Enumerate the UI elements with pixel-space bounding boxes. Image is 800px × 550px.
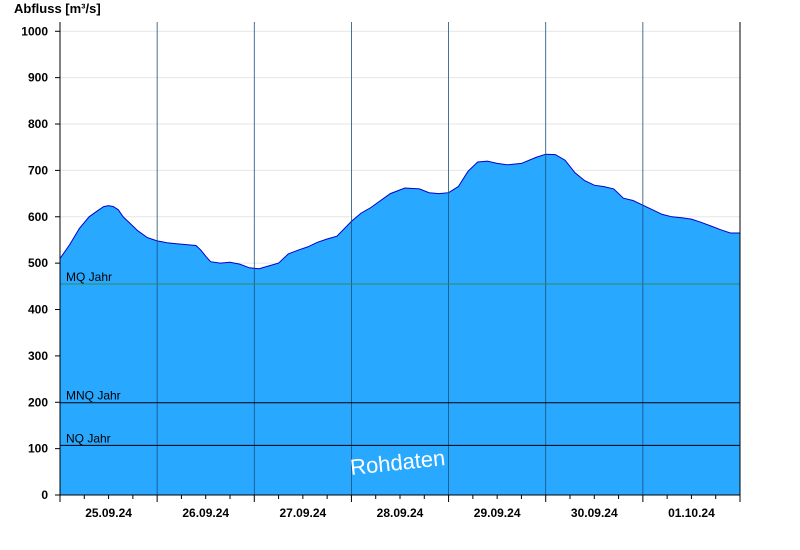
y-tick-label: 400 [28, 303, 48, 317]
y-tick-label: 0 [41, 488, 48, 502]
y-axis-ticks: 0 100 200 300 400 500 600 700 800 900 1000 [21, 24, 60, 502]
y-tick-label: 900 [28, 71, 48, 85]
y-tick-label: 300 [28, 349, 48, 363]
y-tick-label: 200 [28, 395, 48, 409]
x-tick-label: 29.09.24 [474, 506, 521, 520]
day-separator-lines [156, 22, 644, 495]
discharge-area [60, 154, 740, 495]
x-tick-label: 01.10.24 [668, 506, 715, 520]
y-tick-label: 800 [28, 117, 48, 131]
reference-lines: MQ Jahr MNQ Jahr NQ Jahr [60, 270, 740, 446]
y-tick-label: 500 [28, 256, 48, 270]
y-axis-label: Abfluss [m³/s] [14, 1, 101, 16]
discharge-line [59, 153, 740, 270]
x-tick-label: 26.09.24 [182, 506, 229, 520]
y-tick-label: 700 [28, 163, 48, 177]
x-tick-label: 28.09.24 [377, 506, 424, 520]
y-tick-label: 600 [28, 210, 48, 224]
y-tick-label: 1000 [21, 24, 48, 38]
x-tick-label: 30.09.24 [571, 506, 618, 520]
x-tick-label: 27.09.24 [279, 506, 326, 520]
y-tick-label: 100 [28, 442, 48, 456]
x-axis-ticks: 25.09.24 26.09.24 27.09.24 28.09.24 29.09.24… [59, 495, 741, 520]
reference-line-label: NQ Jahr [66, 431, 111, 445]
reference-line-label: MQ Jahr [66, 270, 112, 284]
x-tick-label: 25.09.24 [85, 506, 132, 520]
reference-line-label: MNQ Jahr [66, 389, 121, 403]
